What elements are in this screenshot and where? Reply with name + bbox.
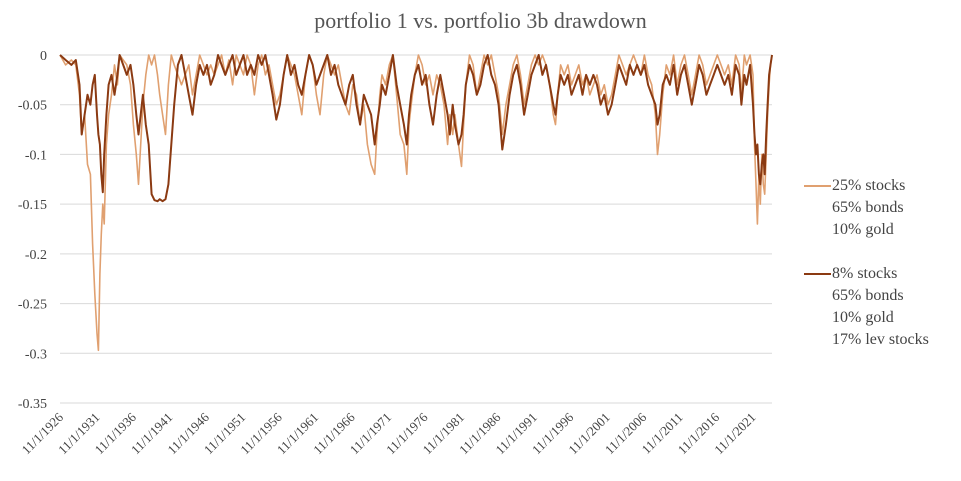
legend-line: 25% stocks <box>832 177 906 194</box>
y-tick-label: -0.35 <box>18 397 47 412</box>
legend-line: 65% bonds <box>832 199 904 216</box>
legend-line: 65% bonds <box>832 287 904 304</box>
legend-text-series-1: 25% stocks 65% bonds 10% gold <box>832 175 905 241</box>
legend-swatch-series-2 <box>804 273 831 275</box>
series-line-2 <box>59 54 773 203</box>
legend-line: 10% gold <box>832 309 894 326</box>
y-tick-label: -0.3 <box>25 347 47 362</box>
chart-title: portfolio 1 vs. portfolio 3b drawdown <box>314 8 647 33</box>
y-tick-label: -0.15 <box>18 198 47 213</box>
legend-swatch-series-1 <box>804 185 831 187</box>
y-tick-label: -0.25 <box>18 298 47 313</box>
y-tick-label: -0.2 <box>25 248 47 263</box>
y-tick-label: -0.1 <box>25 148 47 163</box>
y-tick-label: -0.05 <box>18 99 47 114</box>
y-tick-label: 0 <box>40 49 47 64</box>
legend-line: 17% lev stocks <box>832 331 929 348</box>
legend-line: 10% gold <box>832 221 894 238</box>
legend-line: 8% stocks <box>832 265 898 282</box>
series-line-1 <box>59 54 773 352</box>
legend-text-series-2: 8% stocks 65% bonds 10% gold 17% lev sto… <box>832 263 929 351</box>
